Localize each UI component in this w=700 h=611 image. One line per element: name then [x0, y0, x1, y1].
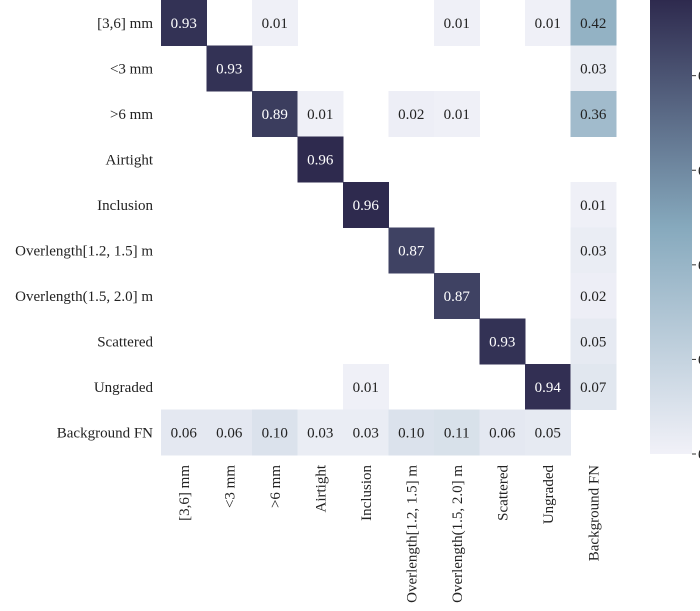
cell-value-label: 0.93 [216, 61, 242, 77]
heatmap-cell [297, 409, 344, 456]
heatmap-cell [525, 0, 571, 46]
cell-value-label: 0.06 [216, 425, 243, 441]
heatmap-cell [570, 227, 617, 274]
heatmap-cell [525, 409, 571, 456]
colorbar: 0 0.2 0.4 0.6 0.8 [650, 0, 700, 463]
row-label: Overlength[1.2, 1.5] m [15, 243, 153, 259]
colorbar-tick-label: 0.4 [698, 258, 700, 274]
column-label: <3 mm [222, 465, 238, 508]
heatmap-cell [252, 91, 298, 137]
cell-value-label: 0.06 [171, 425, 198, 441]
heatmap-cell [161, 409, 207, 456]
heatmap-cell [343, 364, 389, 410]
colorbar-tick-label: 0.6 [698, 163, 700, 179]
cell-value-label: 0.05 [535, 425, 561, 441]
row-label: [3,6] mm [97, 16, 153, 32]
heatmap-cell [252, 0, 298, 46]
column-label: Scattered [495, 465, 511, 521]
cell-value-label: 0.02 [398, 107, 424, 123]
row-label: Ungraded [94, 380, 154, 396]
cell-value-label: 0.05 [580, 334, 606, 350]
column-labels: [3,6] mm <3 mm >6 mm Airtight Inclusion Overl… [177, 464, 603, 603]
column-label: Airtight [313, 464, 329, 512]
heatmap-cell [388, 91, 435, 137]
heatmap-cell [570, 0, 617, 46]
cell-value-label: 0.01 [535, 16, 561, 32]
heatmap-cell [479, 318, 526, 365]
column-label: Overlength[1.2, 1.5] m [404, 465, 420, 603]
heatmap-cell [252, 409, 298, 456]
cell-value-label: 0.03 [580, 243, 606, 259]
cell-value-label: 0.01 [444, 107, 470, 123]
heatmap-cell [570, 364, 617, 410]
cell-value-label: 0.87 [444, 289, 471, 305]
heatmap-cell [570, 318, 617, 365]
column-label: Background FN [586, 465, 602, 561]
heatmap-cell [206, 45, 253, 92]
heatmap-cell [161, 0, 207, 46]
cell-value-label: 0.93 [171, 16, 197, 32]
cell-value-label: 0.10 [262, 425, 288, 441]
colorbar-scale [650, 0, 692, 454]
heatmap-cell [297, 136, 344, 183]
heatmap-cell [434, 0, 480, 46]
cell-value-label: 0.96 [307, 152, 334, 168]
column-label: Overlength(1.5, 2.0] m [450, 465, 466, 603]
heatmap-cell [434, 91, 480, 137]
cell-value-label: 0.06 [489, 425, 516, 441]
cell-value-label: 0.36 [580, 107, 607, 123]
cell-value-label: 0.01 [262, 16, 288, 32]
heatmap-cell [388, 409, 435, 456]
cell-value-label: 0.01 [307, 107, 333, 123]
row-label: Airtight [106, 152, 154, 168]
cell-value-label: 0.03 [307, 425, 333, 441]
heatmap-cell [434, 409, 480, 456]
row-label: <3 mm [110, 61, 153, 77]
column-label: [3,6] mm [177, 465, 193, 521]
cell-value-label: 0.03 [353, 425, 379, 441]
heatmap-cell [343, 409, 389, 456]
heatmap-cell [434, 273, 480, 319]
heatmap-cell [570, 91, 617, 137]
row-label: Inclusion [97, 198, 153, 214]
cell-value-label: 0.02 [580, 289, 606, 305]
column-label: Inclusion [359, 465, 375, 521]
heatmap-cell [479, 409, 526, 456]
cell-value-label: 0.42 [580, 16, 606, 32]
cell-value-label: 0.03 [580, 61, 606, 77]
cell-value-label: 0.87 [398, 243, 425, 259]
cell-value-label: 0.01 [444, 16, 470, 32]
column-label: Ungraded [541, 465, 557, 525]
heatmap-cell [570, 45, 617, 92]
row-labels: [3,6] mm <3 mm >6 mm Airtight Inclusion Overl… [15, 16, 154, 442]
heatmap-cell [525, 364, 571, 410]
cell-value-label: 0.94 [535, 380, 562, 396]
row-label: Scattered [97, 334, 153, 350]
row-label: >6 mm [110, 107, 153, 123]
cell-value-label: 0.01 [580, 198, 606, 214]
colorbar-tick-label: 0 [698, 447, 700, 463]
cell-value-label: 0.10 [398, 425, 424, 441]
cell-value-label: 0.01 [353, 380, 379, 396]
cell-value-label: 0.96 [353, 198, 380, 214]
row-label: Background FN [57, 425, 153, 441]
heatmap-cell [206, 409, 253, 456]
heatmap-cell [297, 91, 344, 137]
cell-value-label: 0.93 [489, 334, 515, 350]
heatmap-cell [388, 227, 435, 274]
heatmap-cell [343, 182, 389, 228]
heatmap-cell [570, 182, 617, 228]
colorbar-tick-label: 0.8 [698, 69, 700, 85]
row-label: Overlength(1.5, 2.0] m [15, 289, 153, 305]
column-label: >6 mm [268, 465, 284, 508]
heatmap-cells: 0.93 0.01 0.01 0.01 0.42 0.93 0.03 0.89 0.01 0.02… [161, 0, 617, 456]
colorbar-tick-label: 0.2 [698, 352, 700, 368]
cell-value-label: 0.11 [444, 425, 470, 441]
cell-value-label: 0.07 [580, 380, 607, 396]
cell-value-label: 0.89 [262, 107, 288, 123]
heatmap-cell [570, 273, 617, 319]
